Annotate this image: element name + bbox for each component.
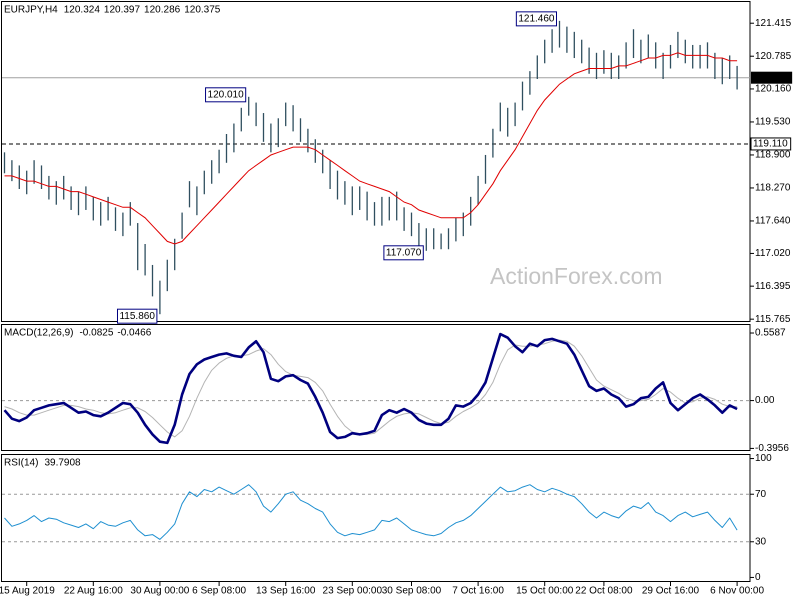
- y-tick-label: 0.00: [755, 395, 775, 406]
- x-tick-label: 22 Oct 08:00: [575, 586, 633, 597]
- price-panel-frame: [1, 1, 751, 322]
- y-tick-label: 115.765: [755, 314, 791, 325]
- x-tick-label: 29 Oct 16:00: [642, 586, 700, 597]
- x-tick-label: 6 Sep 08:00: [192, 586, 246, 597]
- header-value: 120.397: [104, 5, 141, 16]
- y-tick-label: 120.785: [755, 51, 792, 62]
- y-tick-label: 118.900: [755, 150, 791, 161]
- y-tick-label: 121.415: [755, 18, 792, 29]
- watermark: ActionForex.com: [490, 263, 663, 289]
- annotation-box: [205, 87, 247, 103]
- rsi-panel-frame: [1, 454, 751, 582]
- annotation-label: 120.010: [208, 89, 245, 100]
- header-value: -0.0466: [117, 328, 151, 339]
- y-tick-label: 100: [755, 453, 772, 464]
- y-tick-label: 117.640: [755, 216, 791, 227]
- annotation-label: 121.460: [518, 13, 555, 24]
- annotation-label: 115.860: [119, 311, 155, 322]
- annotation-box: [515, 11, 557, 27]
- annotation-box: [116, 308, 158, 324]
- header-value: 120.286: [144, 5, 181, 16]
- x-tick-label: 30 Sep 08:00: [382, 586, 442, 597]
- y-tick-label: -0.3956: [755, 443, 789, 454]
- indicator-title: RSI(14): [4, 458, 38, 469]
- header-value: 120.375: [184, 5, 221, 16]
- indicator-line: [3, 332, 738, 445]
- y-tick-label: 0: [755, 572, 761, 583]
- indicator-title: MACD(12,26,9): [4, 328, 73, 339]
- y-tick-label: 118.270: [755, 183, 791, 194]
- y-tick-label: 30: [755, 536, 767, 547]
- x-tick-label: 6 Nov 00:00: [710, 586, 764, 597]
- y-tick-label: 117.020: [755, 248, 791, 259]
- header-value: 120.324: [64, 5, 101, 16]
- y-tick-label: 0.5587: [755, 328, 786, 339]
- indicator-title: EURJPY,H4: [4, 5, 58, 16]
- x-tick-label: 23 Sep 00:00: [323, 586, 383, 597]
- x-tick-label: 22 Aug 16:00: [64, 586, 123, 597]
- price-label: 120.375: [753, 72, 790, 83]
- header-value: -0.0825: [79, 328, 113, 339]
- x-tick-label: 13 Sep 16:00: [256, 586, 316, 597]
- indicator-line: [4, 339, 738, 438]
- level-label: 119.110: [753, 139, 788, 150]
- x-tick-label: 15 Oct 00:00: [516, 586, 574, 597]
- price-label-box: [751, 71, 793, 84]
- level-label-box: [750, 137, 792, 151]
- moving-average: [4, 52, 738, 245]
- x-tick-label: 15 Aug 2019: [0, 586, 55, 597]
- y-tick-label: 120.160: [755, 84, 792, 95]
- indicator-line: [4, 484, 738, 540]
- y-tick-label: 119.530: [755, 117, 791, 128]
- annotation-box: [383, 245, 424, 261]
- header-value: 39.7908: [44, 458, 81, 469]
- x-tick-label: 30 Aug 00:00: [130, 586, 189, 597]
- y-tick-label: 70: [755, 489, 767, 500]
- y-tick-label: 116.395: [755, 281, 791, 292]
- macd-panel-frame: [1, 324, 751, 451]
- x-tick-label: 7 Oct 16:00: [452, 586, 504, 597]
- annotation-label: 117.070: [386, 247, 422, 258]
